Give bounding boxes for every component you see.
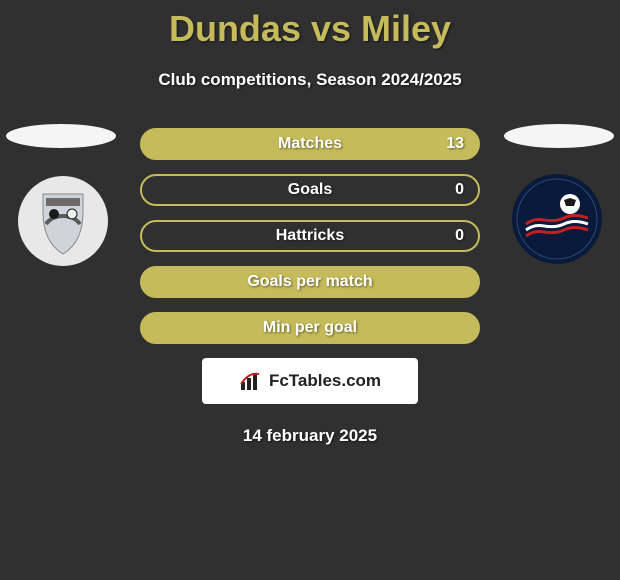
bar-chart-icon bbox=[239, 370, 263, 392]
footer-brand-text: FcTables.com bbox=[269, 371, 381, 391]
subtitle: Club competitions, Season 2024/2025 bbox=[0, 70, 620, 90]
shield-icon bbox=[18, 176, 108, 266]
stat-label: Matches bbox=[278, 135, 342, 153]
stat-value: 13 bbox=[446, 135, 464, 153]
stat-row-goals: Goals 0 bbox=[140, 174, 480, 206]
stat-row-goals-per-match: Goals per match bbox=[140, 266, 480, 298]
stat-label: Goals per match bbox=[247, 273, 372, 291]
stat-label: Hattricks bbox=[276, 227, 344, 245]
club-badge-right bbox=[512, 174, 602, 264]
stat-label: Min per goal bbox=[263, 319, 357, 337]
stats-column: Matches 13 Goals 0 Hattricks 0 Goals per… bbox=[140, 128, 480, 344]
stat-row-matches: Matches 13 bbox=[140, 128, 480, 160]
shield-icon bbox=[512, 174, 602, 264]
date-text: 14 february 2025 bbox=[0, 426, 620, 446]
stat-row-hattricks: Hattricks 0 bbox=[140, 220, 480, 252]
stat-row-min-per-goal: Min per goal bbox=[140, 312, 480, 344]
player-right-ellipse bbox=[504, 124, 614, 148]
club-badge-left bbox=[18, 176, 108, 266]
stat-value: 0 bbox=[455, 227, 464, 245]
stat-value: 0 bbox=[455, 181, 464, 199]
player-left-ellipse bbox=[6, 124, 116, 148]
footer-brand-box: FcTables.com bbox=[202, 358, 418, 404]
page-title: Dundas vs Miley bbox=[0, 0, 620, 50]
stat-label: Goals bbox=[288, 181, 332, 199]
